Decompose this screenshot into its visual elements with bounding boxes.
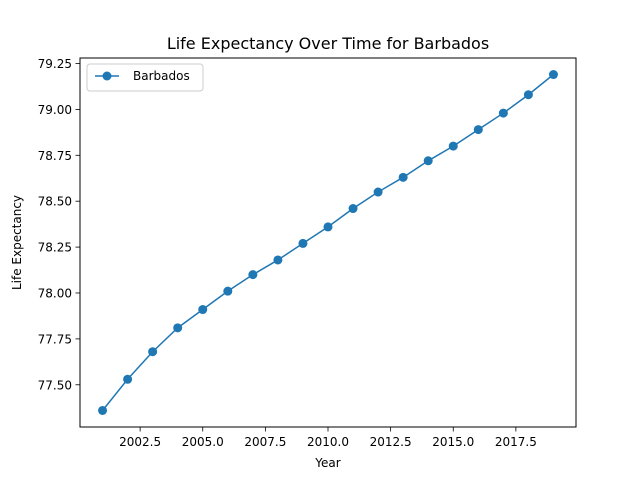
data-point bbox=[348, 204, 358, 214]
y-tick-label: 79.25 bbox=[38, 57, 72, 71]
data-point bbox=[323, 222, 333, 232]
data-point bbox=[548, 70, 558, 80]
x-tick-label: 2007.5 bbox=[244, 435, 286, 449]
y-tick-label: 78.25 bbox=[38, 241, 72, 255]
x-axis: 2002.5 2005.0 2007.5 2010.0 2012.5 2015.0 2017… bbox=[119, 427, 537, 449]
data-point bbox=[423, 156, 433, 166]
data-point bbox=[148, 347, 158, 357]
data-point bbox=[123, 374, 133, 384]
y-tick-label: 77.75 bbox=[38, 332, 72, 346]
x-tick-label: 2012.5 bbox=[370, 435, 412, 449]
x-tick-label: 2017.5 bbox=[495, 435, 537, 449]
data-point bbox=[198, 305, 208, 315]
data-point bbox=[498, 108, 508, 118]
y-axis: 77.50 77.75 78.00 78.25 78.50 78.75 79.00 79.25 bbox=[38, 57, 80, 392]
y-tick-label: 78.75 bbox=[38, 149, 72, 163]
data-point bbox=[473, 125, 483, 135]
legend: Barbados bbox=[86, 63, 204, 92]
data-point bbox=[273, 255, 283, 265]
x-tick-label: 2015.0 bbox=[432, 435, 474, 449]
data-point bbox=[298, 238, 308, 248]
x-tick-label: 2005.0 bbox=[182, 435, 224, 449]
y-tick-label: 79.00 bbox=[38, 103, 72, 117]
legend-label: Barbados bbox=[133, 69, 190, 83]
x-tick-label: 2010.0 bbox=[307, 435, 349, 449]
y-tick-label: 78.50 bbox=[38, 195, 72, 209]
chart-title: Life Expectancy Over Time for Barbados bbox=[167, 34, 489, 53]
data-point bbox=[373, 187, 383, 197]
data-point bbox=[398, 172, 408, 182]
data-point bbox=[248, 270, 258, 280]
legend-marker bbox=[102, 71, 112, 81]
x-tick-label: 2002.5 bbox=[119, 435, 161, 449]
data-point bbox=[448, 141, 458, 151]
data-point bbox=[223, 286, 233, 296]
series-layer bbox=[98, 70, 558, 415]
y-tick-label: 77.50 bbox=[38, 378, 72, 392]
y-axis-label: Life Expectancy bbox=[10, 195, 24, 290]
plot-frame bbox=[79, 57, 577, 428]
x-axis-label: Year bbox=[314, 456, 340, 470]
data-point bbox=[523, 90, 533, 100]
legend-box bbox=[86, 63, 204, 92]
data-point bbox=[98, 405, 108, 415]
y-tick-label: 78.00 bbox=[38, 286, 72, 300]
data-point bbox=[173, 323, 183, 333]
